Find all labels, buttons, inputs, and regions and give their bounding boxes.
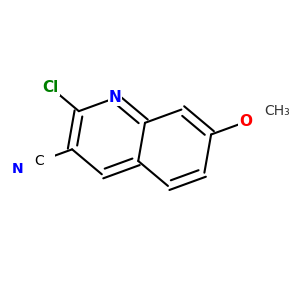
Text: N: N: [109, 90, 122, 105]
Text: CH₃: CH₃: [264, 103, 290, 118]
Text: N: N: [12, 162, 23, 176]
Text: O: O: [239, 114, 252, 129]
Text: C: C: [34, 154, 44, 168]
Text: Cl: Cl: [43, 80, 59, 95]
